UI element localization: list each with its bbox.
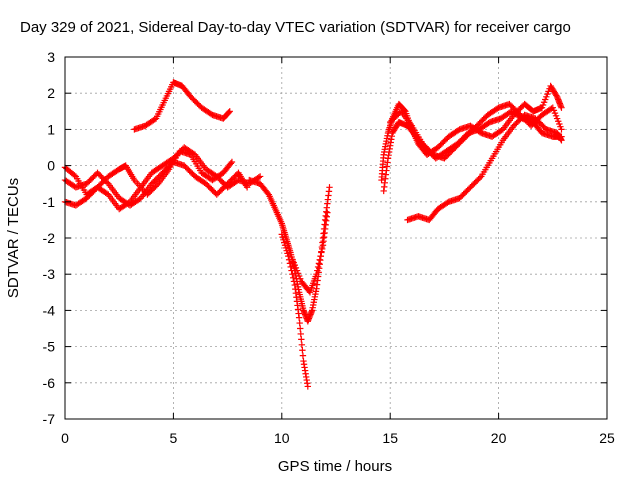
data-point	[256, 173, 264, 180]
data-point	[286, 260, 294, 267]
x-tick-label: 5	[170, 430, 178, 446]
y-tick-label: -5	[43, 339, 56, 355]
data-point	[316, 256, 323, 263]
data-point	[314, 263, 322, 271]
series-arc-6	[278, 231, 312, 390]
data-point	[225, 109, 233, 116]
y-tick-label: 2	[47, 85, 55, 101]
chart-title: Day 329 of 2021, Sidereal Day-to-day VTE…	[20, 19, 571, 36]
data-point	[297, 325, 304, 332]
data-point	[558, 126, 565, 133]
data-point	[285, 252, 292, 260]
data-point	[287, 263, 294, 271]
data-points	[61, 79, 565, 390]
data-point	[296, 319, 303, 327]
data-point	[295, 314, 303, 321]
series-arc-7	[289, 209, 331, 296]
tick-labels: -7 -6 -5 -4 -3 -2 -1 0 1 2 3 0 5 10 15 20 25	[43, 49, 615, 446]
y-tick-label: -7	[43, 411, 56, 427]
y-axis-title: SDTVAR / TECUs	[5, 178, 22, 298]
data-point	[558, 104, 565, 111]
data-point	[255, 174, 262, 181]
data-point	[324, 209, 331, 216]
y-tick-label: -2	[43, 230, 56, 246]
data-point	[290, 278, 298, 285]
y-tick-label: 3	[47, 49, 55, 65]
data-point	[318, 249, 325, 256]
data-point	[299, 352, 307, 359]
data-point	[313, 271, 320, 278]
data-point	[227, 160, 235, 167]
data-point	[304, 383, 312, 390]
x-axis-title: GPS time / hours	[278, 458, 392, 475]
series-arc-4	[131, 79, 233, 133]
data-point	[289, 274, 297, 282]
data-point	[289, 271, 296, 278]
data-point	[228, 158, 236, 166]
x-tick-label: 0	[61, 430, 69, 446]
data-point	[326, 184, 333, 191]
x-tick-label: 25	[599, 430, 615, 446]
data-point	[315, 260, 323, 267]
data-point	[71, 172, 78, 179]
series-arc-11	[404, 111, 565, 224]
data-point	[226, 108, 233, 115]
data-point	[298, 341, 306, 348]
y-tick-label: -6	[43, 375, 56, 391]
data-point	[558, 137, 565, 144]
axis-ticks	[64, 56, 608, 420]
x-tick-label: 10	[274, 430, 290, 446]
data-point	[297, 330, 304, 338]
grid	[65, 57, 607, 419]
x-tick-label: 15	[382, 430, 398, 446]
y-tick-label: 0	[47, 158, 55, 174]
data-point	[314, 267, 321, 274]
data-point	[299, 347, 306, 354]
data-point	[318, 245, 326, 253]
y-tick-label: -3	[43, 266, 56, 282]
data-point	[288, 267, 295, 274]
x-tick-label: 20	[491, 430, 507, 446]
data-point	[298, 336, 305, 343]
data-point	[476, 174, 484, 182]
y-tick-label: 1	[47, 121, 55, 137]
y-tick-label: -1	[43, 194, 56, 210]
data-point	[317, 252, 324, 260]
y-tick-label: -4	[43, 302, 56, 318]
